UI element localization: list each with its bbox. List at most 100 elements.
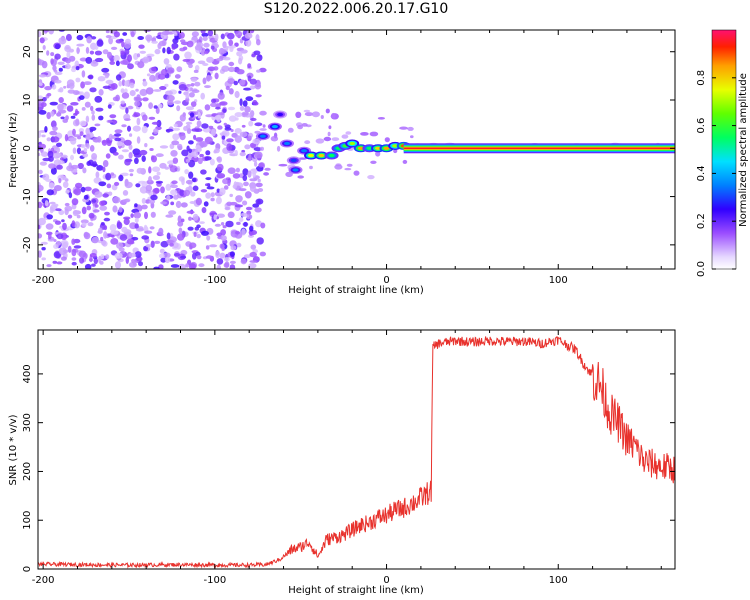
noise-speckle xyxy=(202,77,207,85)
noise-speckle xyxy=(250,244,257,250)
noise-speckle xyxy=(254,82,262,90)
noise-speckle xyxy=(216,173,226,179)
noise-speckle xyxy=(233,80,238,86)
noise-speckle xyxy=(98,181,107,187)
signal-core xyxy=(383,146,390,150)
colorbar-tick-label: 0.2 xyxy=(696,213,707,229)
noise-speckle xyxy=(159,145,169,149)
noise-speckle xyxy=(253,256,260,261)
noise-speckle xyxy=(109,60,115,65)
noise-speckle xyxy=(190,77,198,82)
noise-speckle xyxy=(226,138,234,143)
noise-speckle xyxy=(225,45,229,51)
noise-speckle xyxy=(148,176,152,183)
noise-speckle xyxy=(54,79,62,84)
noise-speckle xyxy=(228,39,234,46)
noise-speckle xyxy=(248,153,252,162)
noise-speckle xyxy=(200,49,206,56)
noise-speckle xyxy=(72,147,77,154)
noise-speckle xyxy=(38,110,47,115)
noise-speckle xyxy=(210,197,215,202)
noise-speckle xyxy=(185,158,191,163)
noise-speckle xyxy=(191,177,197,183)
noise-speckle xyxy=(185,263,189,268)
noise-speckle xyxy=(60,116,65,120)
noise-speckle xyxy=(111,234,115,238)
noise-speckle xyxy=(127,125,131,132)
noise-speckle xyxy=(255,182,263,188)
noise-speckle xyxy=(60,157,64,161)
noise-speckle xyxy=(38,95,43,99)
noise-speckle xyxy=(203,42,210,48)
noise-speckle xyxy=(199,141,208,148)
noise-speckle xyxy=(229,264,236,269)
noise-speckle xyxy=(65,33,72,42)
noise-speckle xyxy=(168,210,177,215)
noise-speckle xyxy=(228,61,235,67)
noise-speckle xyxy=(64,202,70,207)
noise-speckle xyxy=(64,205,73,212)
noise-speckle xyxy=(110,230,119,235)
noise-speckle xyxy=(246,210,252,216)
noise-speckle xyxy=(150,194,158,201)
noise-speckle xyxy=(58,37,67,45)
noise-speckle xyxy=(148,166,152,174)
noise-speckle xyxy=(145,184,153,192)
noise-speckle xyxy=(185,93,190,99)
noise-speckle xyxy=(58,67,63,72)
noise-speckle xyxy=(133,112,141,117)
noise-speckle xyxy=(156,171,161,176)
noise-speckle xyxy=(159,248,165,254)
noise-speckle xyxy=(148,116,156,120)
noise-speckle xyxy=(213,66,219,71)
noise-speckle xyxy=(135,88,139,92)
noise-speckle xyxy=(94,191,103,198)
signal-speckle xyxy=(323,136,332,142)
noise-speckle xyxy=(101,67,110,73)
noise-speckle xyxy=(188,171,194,179)
noise-speckle xyxy=(204,85,211,89)
noise-speckle xyxy=(224,127,232,131)
noise-speckle xyxy=(112,205,118,213)
noise-speckle xyxy=(142,56,150,64)
noise-speckle xyxy=(78,250,87,258)
noise-speckle xyxy=(144,230,153,234)
noise-speckle xyxy=(129,133,133,137)
noise-speckle xyxy=(252,100,258,105)
noise-speckle xyxy=(239,79,246,86)
signal-core xyxy=(375,146,381,150)
noise-speckle xyxy=(91,199,97,203)
noise-speckle xyxy=(94,95,103,103)
noise-speckle xyxy=(66,51,71,58)
noise-speckle xyxy=(195,197,202,206)
noise-speckle xyxy=(196,224,201,229)
noise-speckle xyxy=(194,44,203,51)
noise-speckle xyxy=(113,54,120,62)
signal-core xyxy=(292,168,299,172)
noise-speckle xyxy=(82,153,89,158)
noise-speckle xyxy=(234,112,243,118)
noise-speckle xyxy=(41,247,46,251)
noise-speckle xyxy=(68,192,73,199)
noise-speckle xyxy=(50,52,55,57)
noise-speckle xyxy=(224,206,231,211)
signal-speckle xyxy=(346,163,353,167)
noise-speckle xyxy=(46,137,51,142)
noise-speckle xyxy=(205,114,214,118)
noise-speckle xyxy=(54,43,61,50)
colorbar: 0.0 0.2 0.4 0.6 0.8 Normalized spectral ampl… xyxy=(696,29,749,277)
noise-speckle xyxy=(156,119,162,128)
noise-speckle xyxy=(62,222,67,231)
noise-speckle xyxy=(227,211,235,219)
noise-speckle xyxy=(249,251,257,258)
noise-speckle xyxy=(128,252,136,258)
noise-speckle xyxy=(217,125,223,130)
noise-speckle xyxy=(206,235,211,241)
noise-speckle xyxy=(137,61,145,69)
signal-speckle xyxy=(270,135,279,142)
signal-speckle xyxy=(278,163,288,167)
noise-speckle xyxy=(210,45,215,50)
noise-speckle xyxy=(134,251,142,258)
snr-panel: -200 -100 0 100 0 100 200 300 400 Height of stra… xyxy=(8,329,676,596)
noise-speckle xyxy=(136,94,141,100)
